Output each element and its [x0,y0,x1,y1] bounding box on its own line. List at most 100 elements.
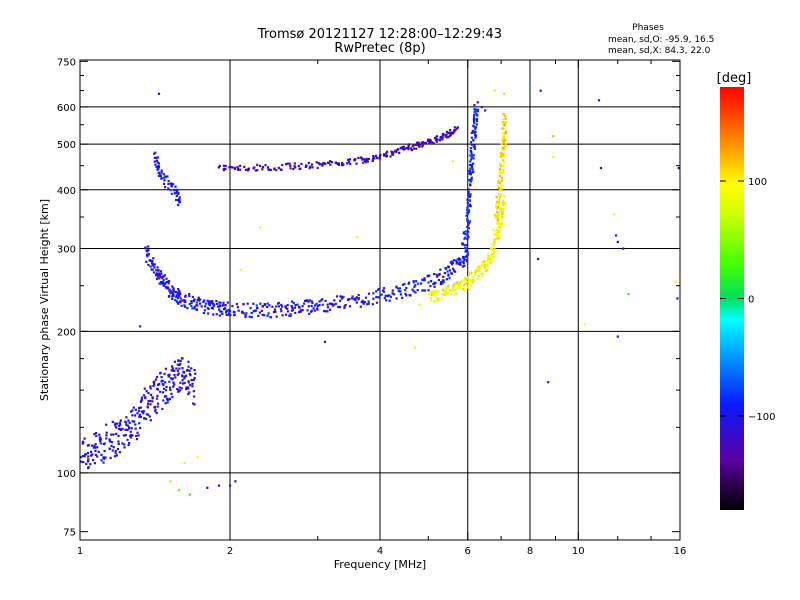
echo-point [494,237,497,241]
echo-point [306,299,309,302]
echo-point [474,128,477,131]
echo-point [159,280,163,284]
echo-point [493,213,497,216]
echo-point [337,162,341,165]
echo-point [280,310,283,313]
echo-point [499,196,502,199]
echo-point [115,426,118,429]
echo-point [237,309,240,312]
echo-point [323,340,327,344]
echo-point [275,305,278,308]
echo-point [468,279,472,282]
echo-point [430,279,433,283]
echo-point [245,312,248,315]
echo-point [299,310,302,313]
echo-point [473,118,476,121]
echo-point [119,423,122,426]
echo-point [156,161,159,164]
echo-point [164,381,167,384]
echo-point [307,305,310,308]
echo-point [472,139,475,142]
echo-point [498,162,502,165]
echo-point [361,158,364,161]
echo-point [367,300,370,303]
echo-point [496,217,500,220]
echo-point [158,277,161,280]
echo-point [471,281,474,284]
echo-point [171,297,174,301]
echo-point [463,276,467,280]
echo-point [498,171,501,174]
echo-point [261,313,264,316]
echo-point [323,309,326,313]
echo-point [468,273,472,276]
echo-point [470,143,474,146]
echo-point [455,282,458,285]
x-tick-label: 1 [77,546,83,557]
echo-point [502,122,505,125]
echo-point [326,161,330,164]
echo-point [500,172,503,175]
echo-point [476,101,479,104]
echo-point [169,386,172,389]
echo-point [139,325,142,328]
echo-point [154,408,157,411]
echo-point [454,128,457,132]
echo-point [172,294,175,297]
echo-point [174,290,177,294]
echo-point [356,235,359,238]
echo-point [246,169,250,172]
echo-point [257,314,260,317]
echo-point [135,434,138,438]
echo-point [158,282,161,285]
echo-point [289,164,292,167]
echo-point [474,130,477,134]
echo-point [111,449,114,452]
echo-point [346,162,349,165]
echo-point [193,376,196,380]
echo-point [501,121,504,124]
echo-point [168,373,171,376]
echo-point [497,237,500,240]
echo-point [134,423,137,426]
echo-point [170,392,173,395]
echo-point [501,138,504,141]
echo-point [447,286,450,289]
echo-point [289,167,292,170]
echo-point [493,242,496,245]
echo-point [339,295,342,298]
echo-point [114,422,117,425]
echo-point [213,303,216,306]
echo-point [129,430,132,433]
echo-point [471,168,474,171]
echo-point [492,252,495,255]
echo-point [487,253,490,256]
echo-point [146,405,149,408]
echo-point [328,308,332,311]
echo-point [263,314,266,317]
echo-point [466,225,469,228]
echo-point [159,173,162,176]
echo-point [398,287,401,290]
echo-point [359,305,362,308]
echo-point [164,286,167,289]
echo-point [378,156,381,159]
echo-point [318,163,321,166]
echo-point [124,428,127,431]
echo-point [184,299,187,302]
echo-point [162,173,165,176]
echo-point [391,153,395,156]
echo-point [501,154,505,157]
echo-point [496,198,500,202]
echo-point [444,134,447,137]
echo-point [353,158,356,161]
echo-point [503,195,506,198]
y-tick-label: 100 [57,469,76,480]
echo-point [411,145,414,148]
echo-points [79,86,680,496]
echo-point [334,161,338,164]
echo-point [156,266,159,269]
echo-point [160,375,163,379]
echo-point [316,305,320,308]
echo-point [171,295,174,298]
